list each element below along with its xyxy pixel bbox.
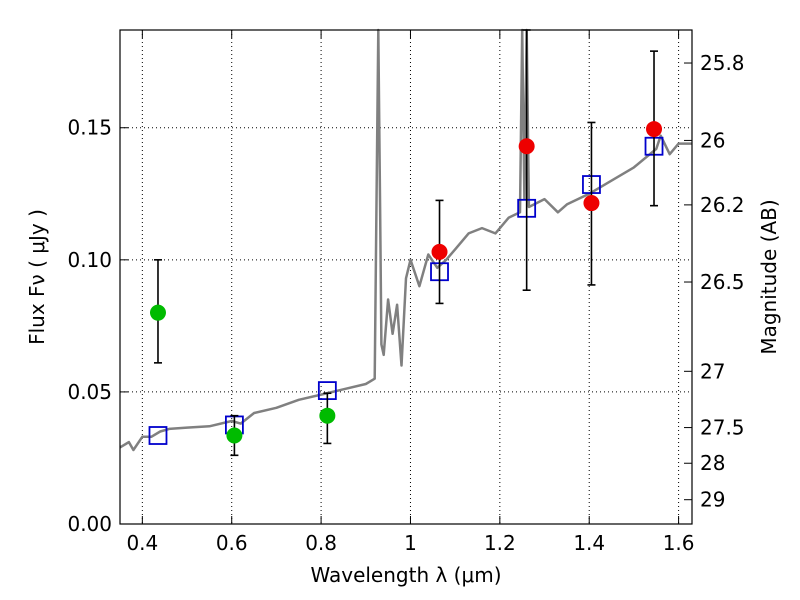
photometry-points [148,29,664,457]
plot-frame [119,29,693,525]
observed-flux-point [149,259,166,364]
flux-marker [319,407,336,424]
y2-tick-label: 26 [700,128,725,152]
y2-tick-label: 28 [700,451,725,475]
y2-tick-label: 26.5 [700,270,745,294]
x-tick-label: 1 [404,531,417,555]
observed-flux-point [583,121,600,286]
model-band-square [148,426,168,445]
x-tick-label: 1.2 [484,531,516,555]
axis-ticks: 0.4 0.6 0.8 1 1.2 1.4 1.6 0.00 0.05 0.10 0.15 25.8 2… [67,30,745,555]
flux-marker [431,243,448,260]
y2-axis-label: Magnitude (AB) [757,199,781,354]
flux-marker [646,121,663,138]
observed-flux-point [431,199,448,305]
observed-flux-point [226,414,243,457]
flux-marker [518,138,535,155]
y-tick-label: 0.10 [67,248,112,272]
observed-flux-point [646,50,663,207]
y2-tick-label: 27 [700,359,725,383]
model-spectrum [119,28,692,452]
y2-tick-label: 25.8 [700,51,745,75]
x-axis-label: Wavelength λ (μm) [310,563,501,587]
model-spectrum-line [119,28,692,452]
y2-tick-label: 27.5 [700,416,745,440]
y-axis-label: Flux Fν ( μJy ) [25,209,49,345]
x-tick-label: 0.4 [126,531,158,555]
x-tick-label: 1.4 [573,531,605,555]
y2-tick-label: 26.2 [700,193,745,217]
x-tick-label: 0.6 [216,531,248,555]
x-tick-label: 1.6 [663,531,695,555]
observed-flux-point [518,29,535,292]
flux-marker [149,304,166,321]
y-tick-label: 0.05 [67,380,112,404]
y-tick-label: 0.15 [67,116,112,140]
y2-tick-label: 29 [700,488,725,512]
x-tick-label: 0.8 [305,531,337,555]
y-tick-label: 0.00 [67,512,112,536]
flux-marker [226,427,243,444]
observed-flux-point [319,392,336,445]
flux-marker [583,195,600,212]
